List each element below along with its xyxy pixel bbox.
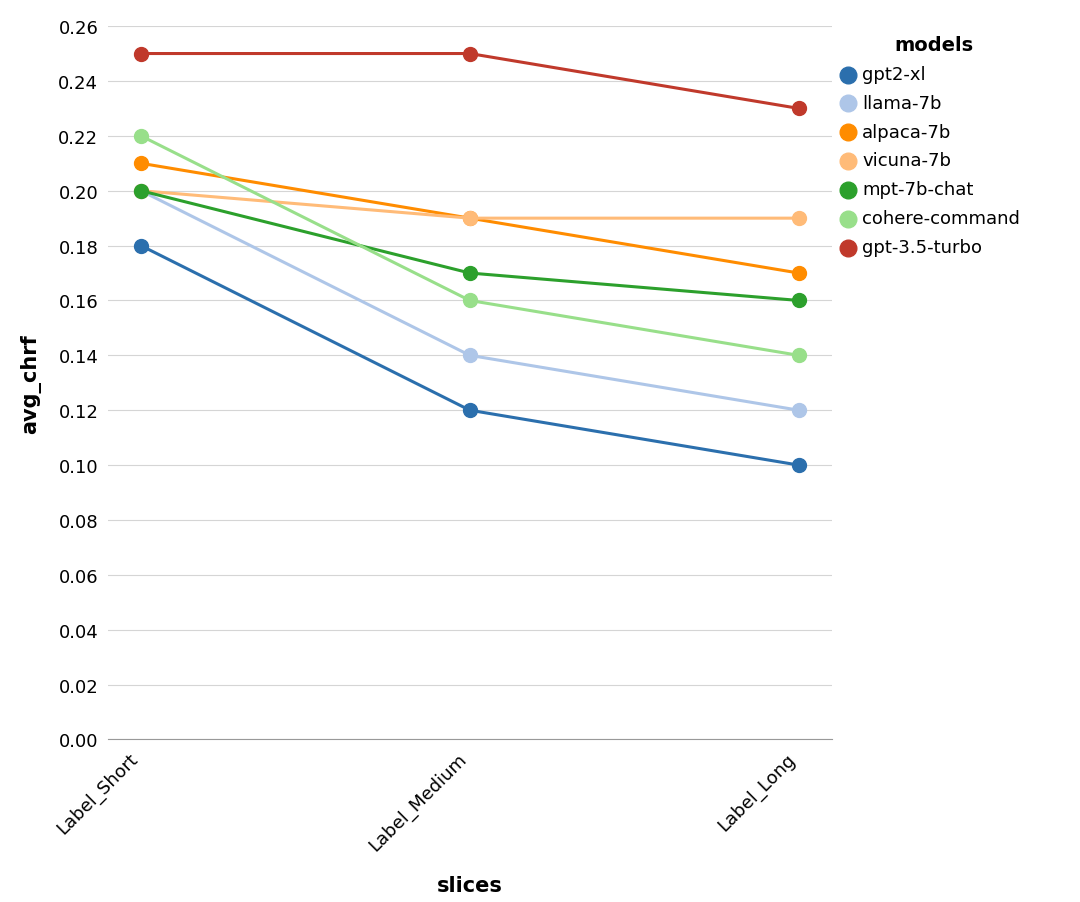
Line: gpt-3.5-turbo: gpt-3.5-turbo <box>134 48 806 116</box>
Line: cohere-command: cohere-command <box>134 130 806 363</box>
mpt-7b-chat <box>134 186 147 197</box>
gpt2-xl <box>134 241 147 252</box>
Line: vicuna-7b: vicuna-7b <box>134 185 806 226</box>
Line: mpt-7b-chat: mpt-7b-chat <box>134 185 806 308</box>
gpt-3.5-turbo <box>463 49 476 60</box>
gpt2-xl <box>463 405 476 416</box>
Legend: gpt2-xl, llama-7b, alpaca-7b, vicuna-7b, mpt-7b-chat, cohere-command, gpt-3.5-tu: gpt2-xl, llama-7b, alpaca-7b, vicuna-7b,… <box>848 36 1021 257</box>
gpt-3.5-turbo <box>793 104 806 115</box>
llama-7b <box>134 186 147 197</box>
cohere-command <box>463 296 476 307</box>
cohere-command <box>134 132 147 143</box>
mpt-7b-chat <box>793 296 806 307</box>
llama-7b <box>463 351 476 362</box>
vicuna-7b <box>463 214 476 225</box>
mpt-7b-chat <box>463 268 476 279</box>
alpaca-7b <box>793 268 806 279</box>
vicuna-7b <box>793 214 806 225</box>
Line: gpt2-xl: gpt2-xl <box>134 239 806 473</box>
Line: alpaca-7b: alpaca-7b <box>134 157 806 281</box>
Y-axis label: avg_chrf: avg_chrf <box>21 334 42 433</box>
alpaca-7b <box>134 159 147 170</box>
X-axis label: slices: slices <box>437 875 502 895</box>
llama-7b <box>793 405 806 416</box>
vicuna-7b <box>134 186 147 197</box>
alpaca-7b <box>463 214 476 225</box>
gpt-3.5-turbo <box>134 49 147 60</box>
Line: llama-7b: llama-7b <box>134 185 806 418</box>
cohere-command <box>793 351 806 362</box>
gpt2-xl <box>793 460 806 471</box>
